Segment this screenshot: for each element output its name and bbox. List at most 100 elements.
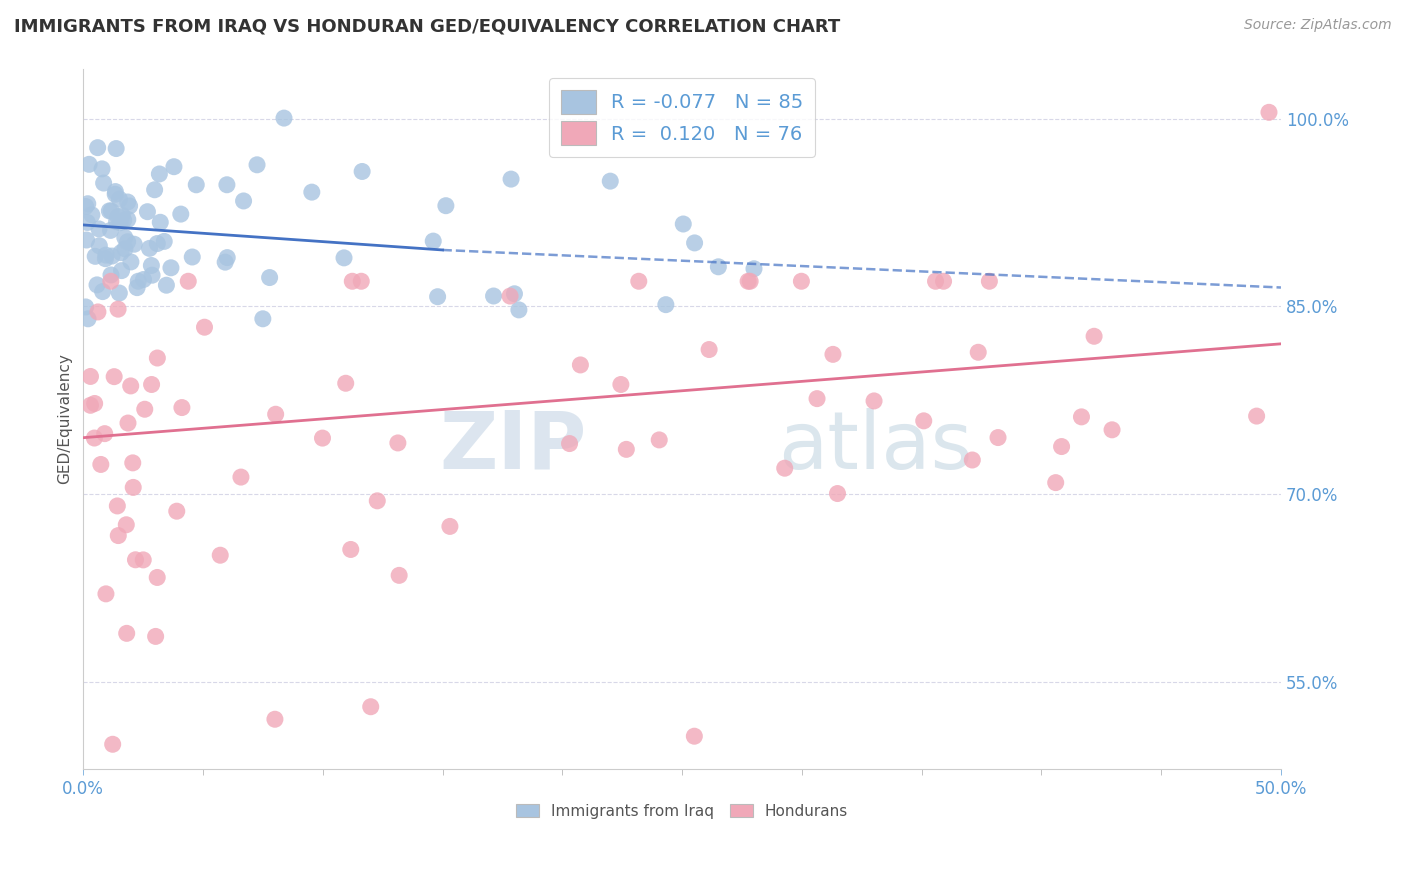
Point [93,176,115,190]
Point [160,260,183,275]
Point [132,272,155,286]
Point [141,377,163,392]
Point [75,300,97,314]
Point [107,528,129,542]
Text: ZIP: ZIP [439,408,586,486]
Point [599,174,621,188]
Point [273,111,295,125]
Point [229,470,252,484]
Point [177,274,200,288]
Point [83,431,105,445]
Point [683,235,706,250]
Point [94,252,117,266]
Point [89,239,111,253]
Point [388,568,411,582]
Point [141,268,163,283]
Point [118,199,141,213]
Point [967,345,990,359]
Point [120,379,142,393]
Point [924,274,946,288]
Point [122,480,145,494]
Point [217,251,239,265]
Point [707,260,730,274]
Point [610,377,633,392]
Point [146,570,169,584]
Point [122,237,145,252]
Point [98,203,121,218]
Point [86,141,108,155]
Point [214,255,236,269]
Point [93,426,115,441]
Point [246,158,269,172]
Point [84,249,107,263]
Point [1045,475,1067,490]
Point [962,453,984,467]
Point [141,259,163,273]
Point [215,178,238,192]
Point [683,729,706,743]
Point [193,320,215,334]
Point [264,407,287,421]
Text: IMMIGRANTS FROM IRAQ VS HONDURAN GED/EQUIVALENCY CORRELATION CHART: IMMIGRANTS FROM IRAQ VS HONDURAN GED/EQU… [14,18,841,36]
Point [499,289,522,303]
Point [146,351,169,365]
Point [482,289,505,303]
Point [105,142,128,156]
Point [90,458,112,472]
Point [100,268,122,282]
Point [101,737,124,751]
Point [1070,409,1092,424]
Point [366,493,388,508]
Point [101,249,124,263]
Point [87,305,110,319]
Point [569,358,592,372]
Point [742,261,765,276]
Point [697,343,720,357]
Point [1083,329,1105,343]
Point [987,431,1010,445]
Point [614,442,637,457]
Point [333,251,356,265]
Point [121,456,143,470]
Point [100,223,122,237]
Point [91,285,114,299]
Point [79,369,101,384]
Point [426,290,449,304]
Point [773,461,796,475]
Point [170,207,193,221]
Point [737,274,759,288]
Point [863,393,886,408]
Point [1246,409,1268,423]
Point [115,517,138,532]
Point [163,160,186,174]
Point [558,436,581,450]
Point [77,157,100,171]
Point [75,200,97,214]
Point [627,274,650,288]
Point [108,216,131,230]
Point [76,233,98,247]
Point [108,192,131,206]
Point [186,178,208,192]
Point [94,248,117,262]
Point [264,712,287,726]
Point [339,542,361,557]
Point [108,286,131,301]
Point [166,504,188,518]
Point [252,311,274,326]
Point [311,431,333,445]
Point [149,215,172,229]
Point [117,212,139,227]
Point [112,213,135,227]
Point [648,433,671,447]
Point [827,486,849,500]
Point [111,209,134,223]
Legend: Immigrants from Iraq, Hondurans: Immigrants from Iraq, Hondurans [510,797,853,825]
Point [350,274,373,288]
Point [672,217,695,231]
Point [80,208,103,222]
Point [912,414,935,428]
Point [342,274,364,288]
Point [148,167,170,181]
Point [209,548,232,562]
